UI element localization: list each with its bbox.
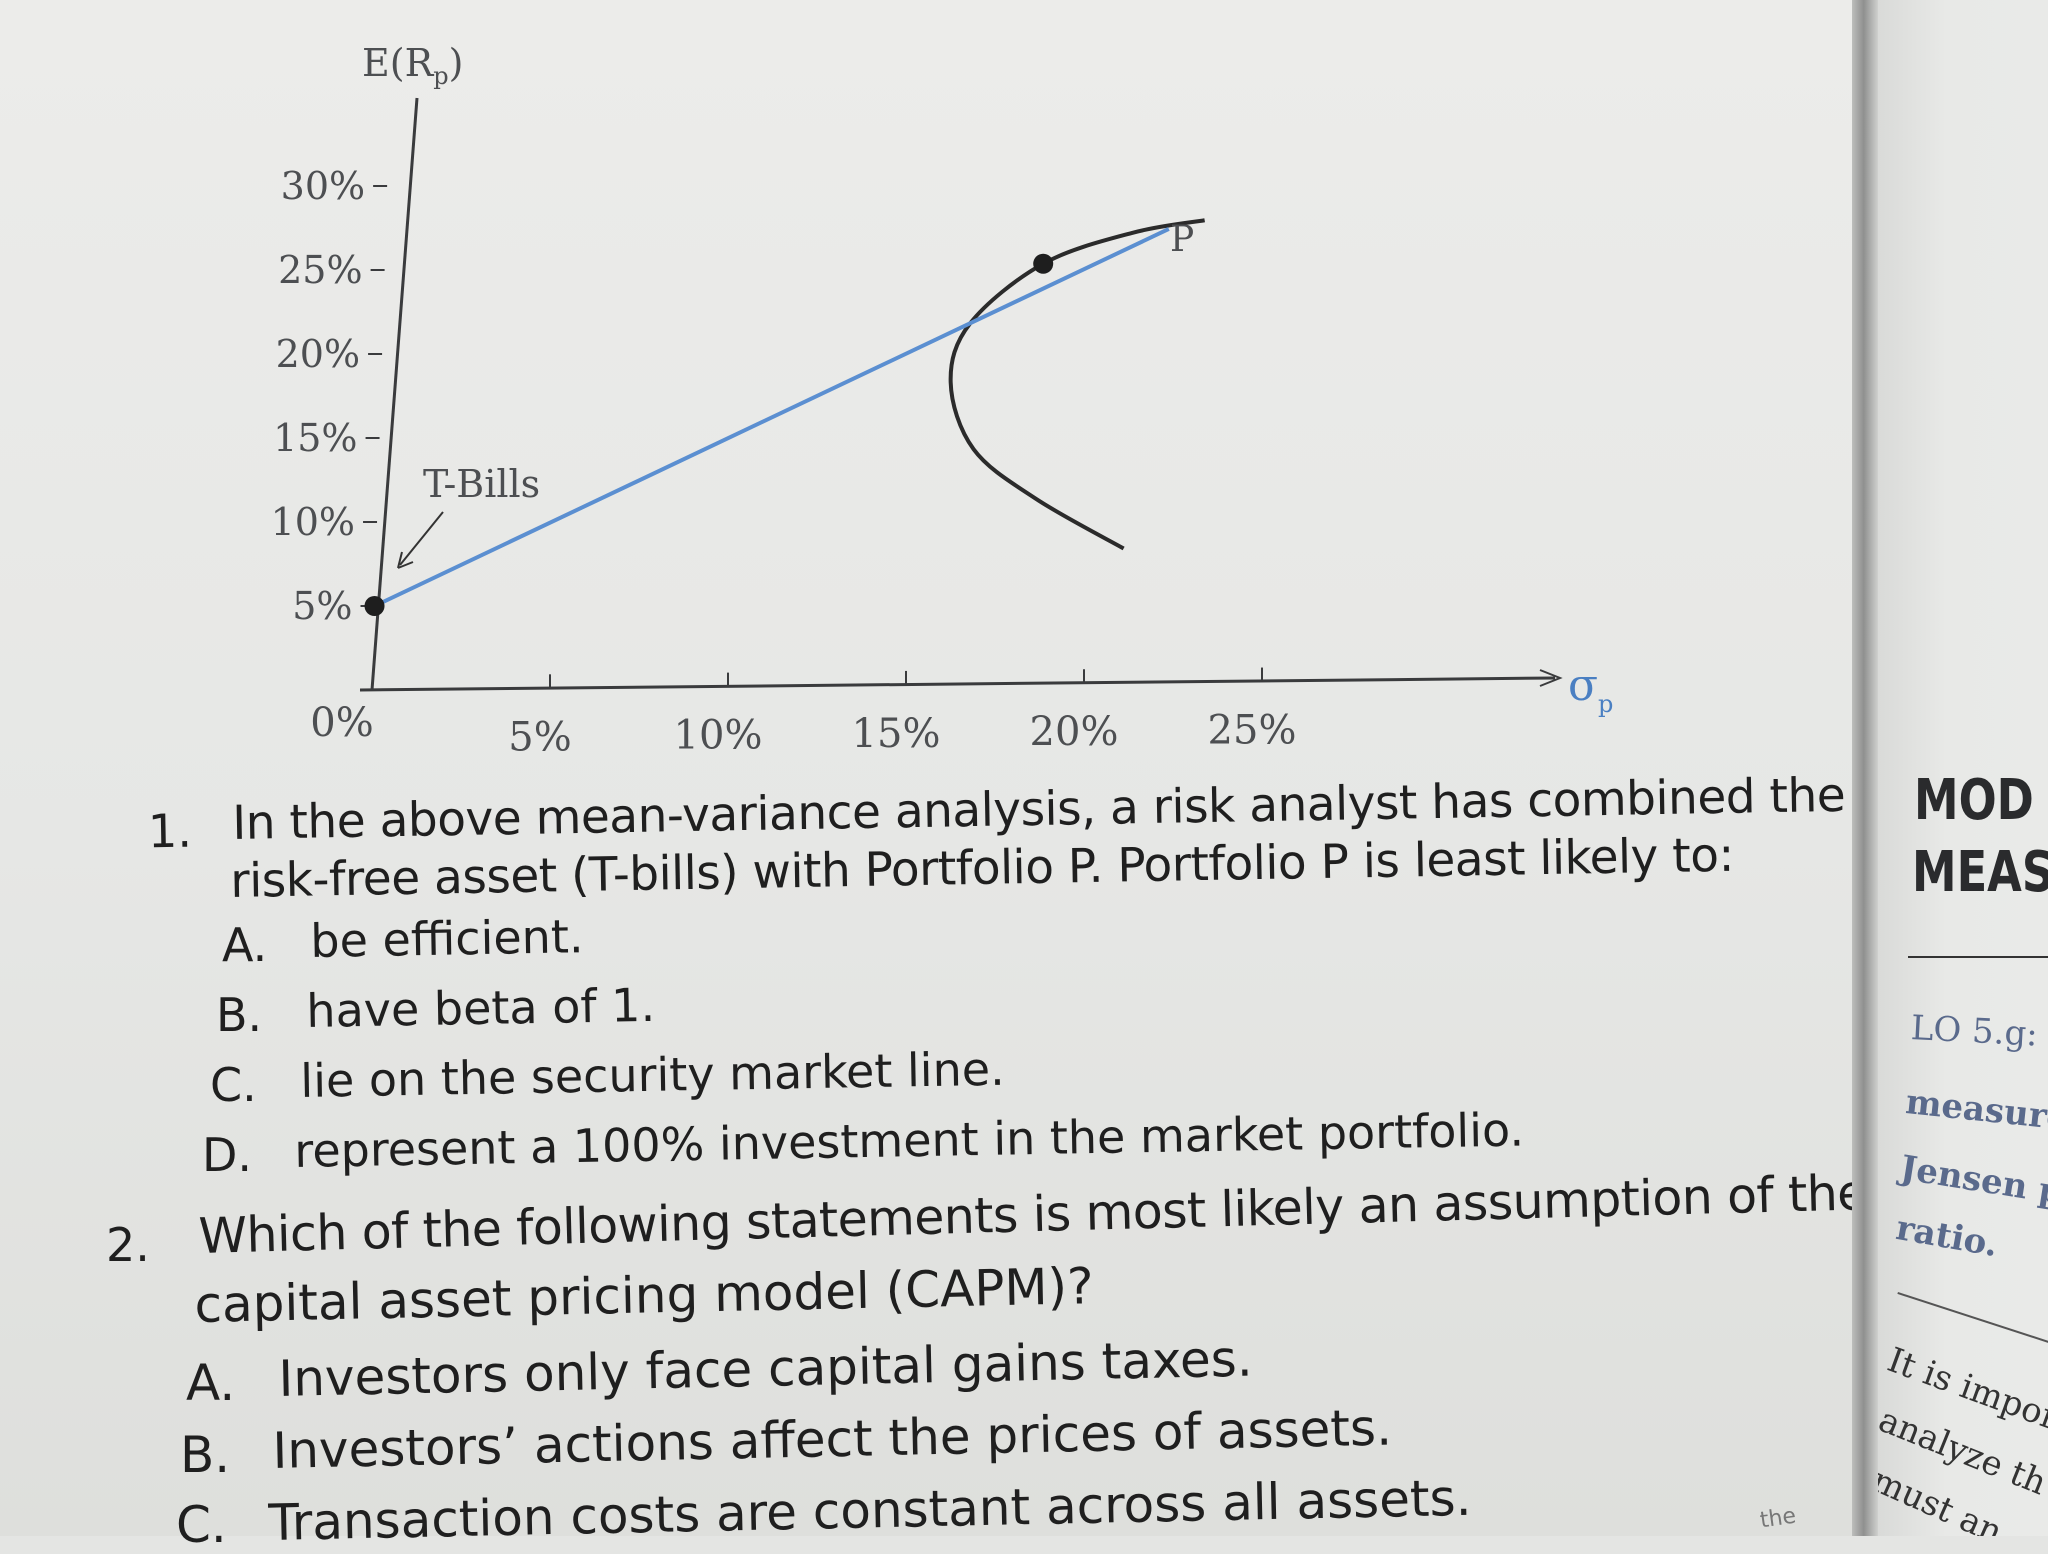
x-tick-label: 5%: [508, 714, 571, 760]
option-letter: B.: [180, 1426, 231, 1484]
y-tick-label: 10%: [271, 500, 355, 544]
learning-outcome-line: ratio.: [1893, 1208, 2001, 1266]
x-tick-label: 20%: [1030, 709, 1119, 755]
x-tick-group: 0% 5% 10% 15% 20% 25%: [310, 667, 1297, 760]
portfolio-p-label: P: [1170, 219, 1194, 260]
x-tick-label: 25%: [1208, 708, 1297, 754]
y-tick-label: 25%: [278, 248, 362, 292]
question-text-line: Which of the following statements is mos…: [197, 1164, 1868, 1265]
section-heading-line-1: MOD: [1914, 768, 2034, 833]
option-text: lie on the security market line.: [299, 1041, 1006, 1108]
option-letter: C.: [176, 1496, 227, 1554]
learning-outcome-line: measures: [1903, 1082, 2048, 1141]
tbills-label: T-Bills: [423, 462, 540, 506]
option-text: Transaction costs are constant across al…: [267, 1468, 1473, 1552]
tbills-point: [364, 596, 385, 616]
y-axis-label-main: E(R: [362, 41, 435, 85]
margin-fragment: the: [1758, 1503, 1798, 1534]
efficient-frontier-curve: [948, 218, 1206, 551]
y-tick-label: 15%: [273, 416, 357, 460]
tbills-arrow: [399, 511, 444, 566]
question-number: 1.: [147, 803, 193, 859]
y-tick-label: 20%: [276, 332, 360, 376]
y-tick-label: 5%: [292, 584, 352, 628]
x-tick-label: 15%: [852, 711, 941, 757]
x-axis-label-main: σ: [1568, 660, 1598, 711]
option-letter: C.: [210, 1058, 257, 1112]
x-axis: [359, 676, 1556, 692]
divider-rule: [1897, 1292, 2048, 1344]
y-tick-group: 5% 10% 15% 20% 25% 30%: [271, 164, 388, 628]
portfolio-p-point: [1033, 253, 1054, 274]
heading-rule: [1908, 956, 2048, 958]
x-axis-label-sub: p: [1598, 690, 1613, 718]
capital-allocation-line: [373, 227, 1170, 608]
option-letter: A.: [186, 1354, 236, 1412]
y-axis: [370, 97, 419, 691]
option-letter: B.: [216, 988, 263, 1042]
question-text-line: capital asset pricing model (CAPM)?: [193, 1257, 1095, 1334]
section-heading-line-2: MEAS: [1912, 840, 2048, 905]
learning-outcome-label: LO 5.g:: [1909, 1008, 2039, 1055]
x-tick-label: 0%: [310, 700, 373, 746]
textbook-page: 5% 10% 15% 20% 25% 30% 0% 5% 10% 15% 20% 25% E(Rp)…: [0, 0, 1867, 1552]
option-text: Investors’ actions affect the prices of …: [271, 1398, 1393, 1480]
learning-outcome-line: Jensen p: [1897, 1148, 2048, 1214]
y-axis-label: E(Rp): [362, 41, 463, 90]
x-tick-label: 10%: [674, 713, 763, 759]
question-number: 2.: [106, 1218, 150, 1272]
y-tick-label: 30%: [281, 164, 365, 208]
option-text: Investors only face capital gains taxes.: [277, 1329, 1254, 1408]
option-letter: A.: [222, 918, 268, 972]
book-gutter: [1852, 0, 1878, 1536]
x-axis-arrow: [1539, 669, 1563, 687]
mean-variance-chart: 5%10%15%20%25%30% 0% 5% 10% 15% 20% 25% E(Rp)…: [271, 41, 1614, 760]
option-letter: D.: [202, 1128, 253, 1182]
x-axis-label: σp: [1568, 660, 1613, 718]
y-axis-label-close: ): [449, 41, 464, 85]
tbills-arrowhead: [397, 551, 414, 569]
option-text: be efficient.: [309, 909, 584, 968]
facing-page: MOD MEAS LO 5.g: measures Jensen p ratio…: [1878, 0, 2048, 1536]
y-axis-label-sub: p: [433, 62, 448, 90]
option-text: represent a 100% investment in the marke…: [293, 1102, 1525, 1178]
option-text: have beta of 1.: [305, 977, 656, 1038]
